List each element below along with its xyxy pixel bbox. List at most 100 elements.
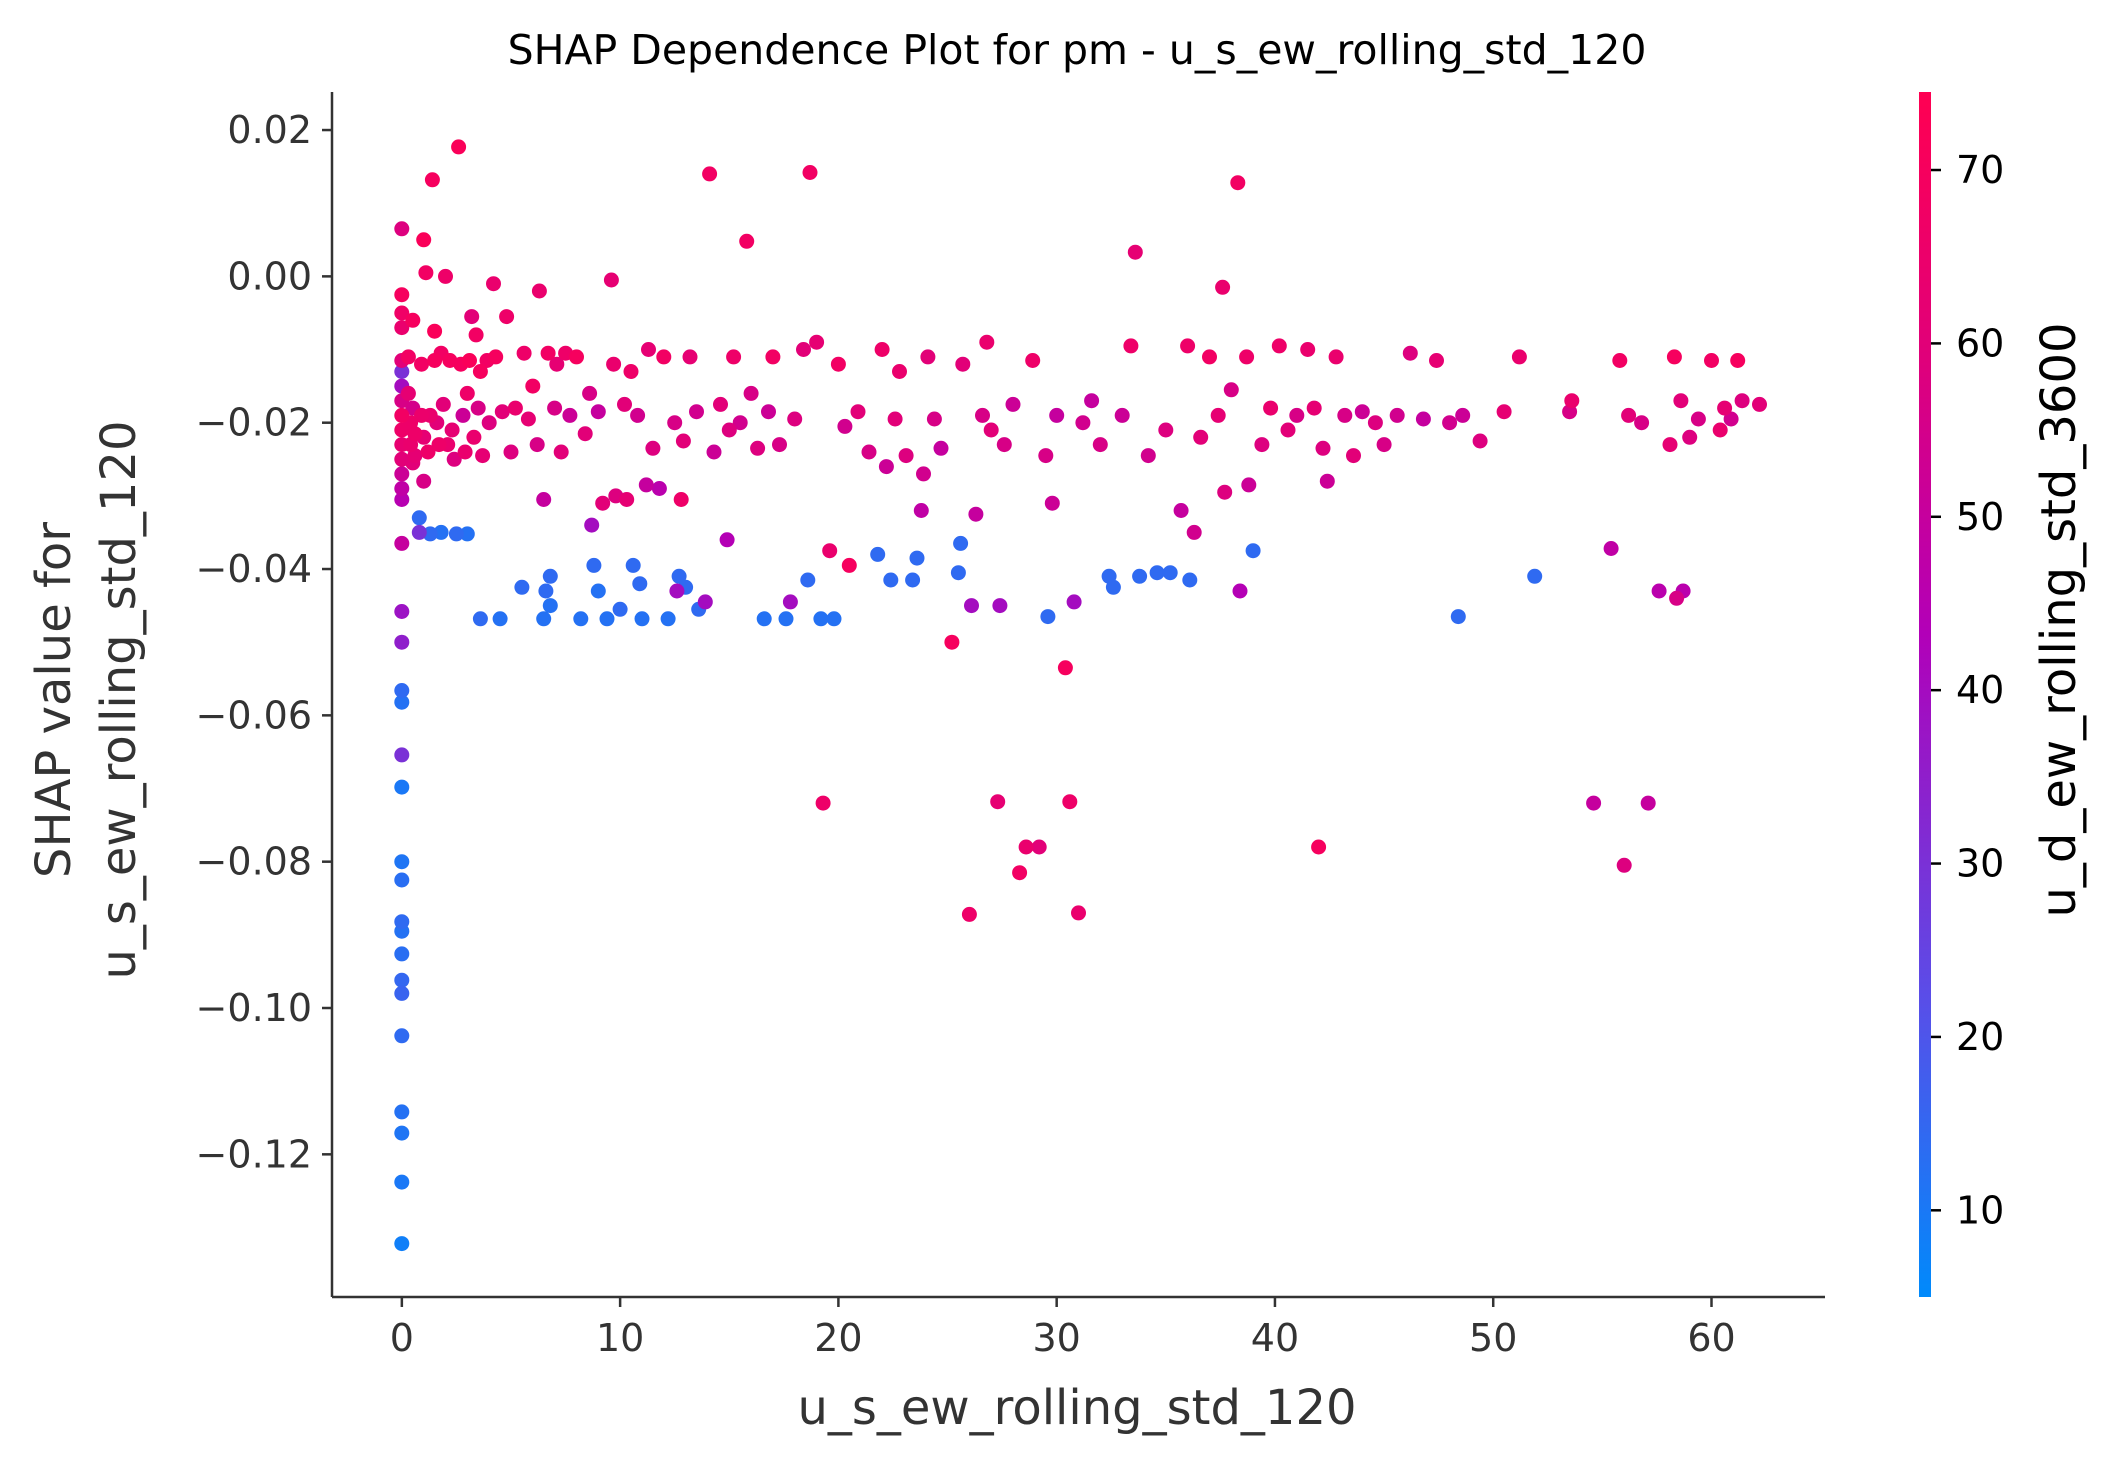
scatter-point xyxy=(1402,345,1418,361)
scatter-point xyxy=(1415,411,1431,427)
scatter-point xyxy=(507,400,523,416)
scatter-point xyxy=(772,437,787,453)
scatter-point xyxy=(1730,353,1746,368)
scatter-point xyxy=(414,407,429,423)
scatter-point xyxy=(1442,415,1458,431)
scatter-point xyxy=(800,572,816,588)
scatter-point xyxy=(569,349,584,365)
x-tick-label: 50 xyxy=(1469,1316,1517,1360)
scatter-point xyxy=(394,972,410,988)
scatter-point xyxy=(756,611,772,627)
y-tick-label: −0.10 xyxy=(196,986,312,1030)
scatter-point xyxy=(394,221,410,237)
scatter-point xyxy=(913,503,929,518)
scatter-point xyxy=(1031,839,1047,855)
scatter-point xyxy=(920,349,936,365)
scatter-point xyxy=(499,309,515,325)
scatter-point xyxy=(964,598,979,614)
scatter-point xyxy=(870,546,886,562)
scatter-point xyxy=(394,1125,410,1141)
scatter-point xyxy=(1084,393,1100,409)
scatter-point xyxy=(1723,411,1739,427)
scatter-point xyxy=(427,323,443,339)
scatter-point xyxy=(1038,448,1054,464)
scatter-point xyxy=(427,353,443,368)
scatter-point xyxy=(472,364,488,379)
scatter-point xyxy=(1612,353,1628,368)
scatter-point xyxy=(778,611,794,627)
scatter-point xyxy=(1132,568,1148,584)
scatter-point xyxy=(407,426,423,442)
scatter-point xyxy=(418,265,434,281)
scatter-point xyxy=(1666,349,1682,365)
scatter-point xyxy=(1712,422,1728,438)
scatter-point xyxy=(394,985,410,1001)
x-axis-ticks: 0 10 20 30 40 50 60 xyxy=(390,1297,1736,1360)
scatter-point xyxy=(459,385,475,401)
scatter-point xyxy=(414,356,429,372)
scatter-point xyxy=(660,611,676,627)
scatter-point xyxy=(472,611,488,627)
scatter-point xyxy=(394,407,410,423)
scatter-point xyxy=(464,309,480,325)
scatter-point xyxy=(400,349,416,365)
scatter-point xyxy=(726,349,742,365)
scatter-point xyxy=(446,451,462,467)
scatter-point xyxy=(641,342,656,357)
scatter-point xyxy=(1300,342,1316,357)
scatter-point xyxy=(590,404,606,420)
scatter-point xyxy=(394,634,410,650)
scatter-point xyxy=(481,415,497,431)
scatter-point xyxy=(1527,568,1543,584)
scatter-point xyxy=(739,233,755,249)
scatter-point xyxy=(394,683,410,698)
scatter-point xyxy=(1263,400,1279,416)
scatter-point xyxy=(830,356,846,372)
scatter-point xyxy=(394,694,410,710)
scatter-point xyxy=(796,342,811,357)
scatter-point xyxy=(553,444,569,460)
scatter-point xyxy=(1018,839,1034,855)
scatter-point xyxy=(394,466,410,482)
scatter-point xyxy=(1193,429,1209,445)
scatter-point xyxy=(1202,349,1217,365)
scatter-point xyxy=(475,448,491,464)
scatter-point xyxy=(743,385,759,401)
scatter-point xyxy=(1429,353,1444,368)
scatter-point xyxy=(1289,407,1305,423)
y-tick-label: −0.06 xyxy=(196,693,312,737)
scatter-point xyxy=(394,1028,410,1044)
colorbar-label: u_d_ew_rolling_std_3600 xyxy=(2031,322,2087,917)
scatter-point xyxy=(787,411,803,427)
scatter-point xyxy=(1367,415,1383,431)
scatter-point xyxy=(529,437,545,453)
scatter-point xyxy=(1337,407,1353,423)
scatter-point xyxy=(394,1104,410,1120)
scatter-point xyxy=(878,459,894,475)
scatter-point xyxy=(1621,407,1637,423)
scatter-point xyxy=(802,165,818,180)
scatter-point xyxy=(809,334,825,350)
scatter-point xyxy=(623,364,639,379)
x-tick-label: 30 xyxy=(1032,1316,1080,1360)
scatter-point xyxy=(394,1236,410,1252)
colorbar-ticks: 10 20 30 40 50 60 70 xyxy=(1931,148,2004,1232)
scatter-point xyxy=(424,172,440,188)
scatter-point xyxy=(1044,495,1060,511)
scatter-point xyxy=(916,466,931,482)
scatter-point xyxy=(617,396,632,412)
scatter-point xyxy=(1682,429,1698,445)
scatter-point xyxy=(536,492,552,507)
scatter-point xyxy=(826,611,842,627)
x-axis-label: u_s_ew_rolling_std_120 xyxy=(797,1380,1356,1436)
scatter-point xyxy=(697,594,713,610)
scatter-point xyxy=(905,572,921,588)
scatter-point xyxy=(898,448,914,464)
scatter-point xyxy=(394,779,410,795)
scatter-point xyxy=(394,1174,410,1190)
scatter-point xyxy=(503,444,519,460)
scatter-point xyxy=(603,272,619,288)
scatter-point xyxy=(719,532,735,548)
scatter-point xyxy=(394,492,410,507)
scatter-point xyxy=(573,611,589,627)
